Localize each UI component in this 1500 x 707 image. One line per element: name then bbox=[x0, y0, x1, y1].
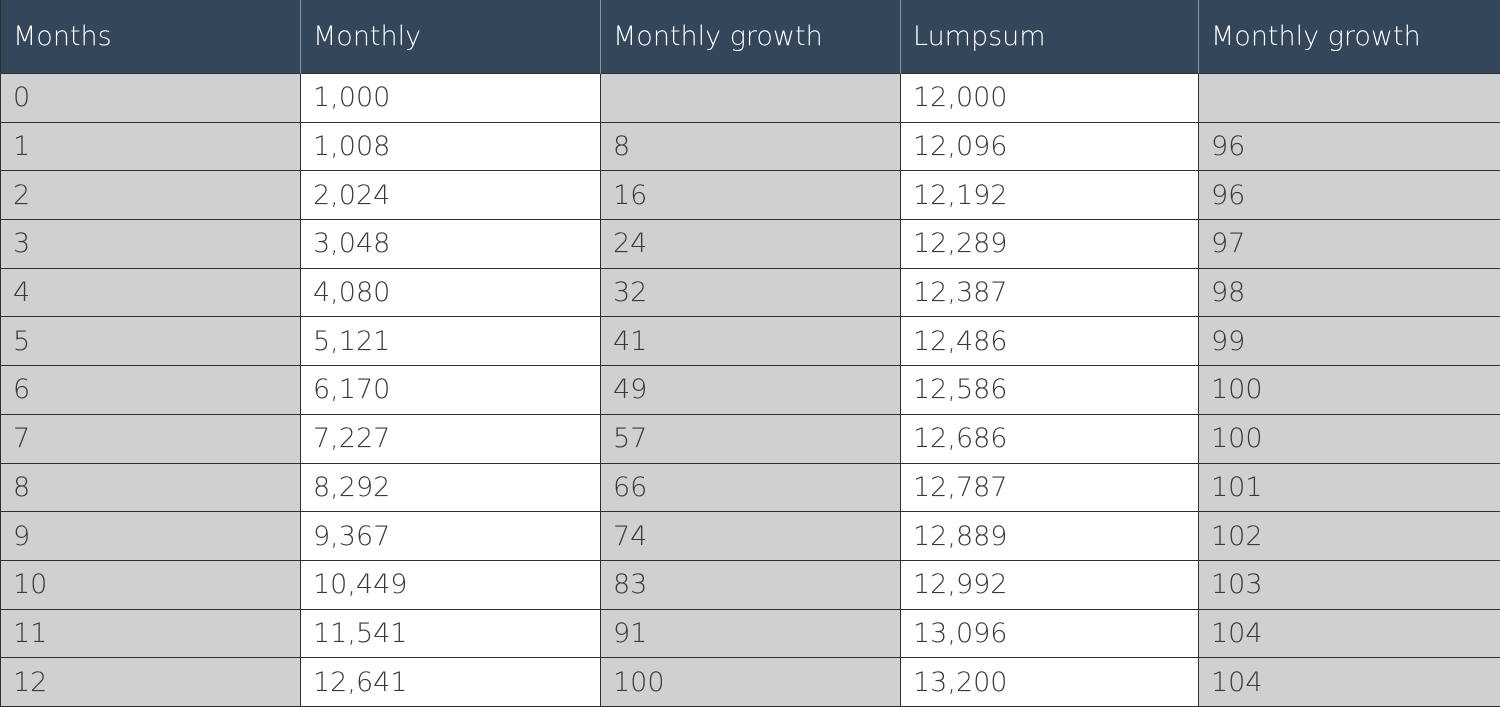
table-cell: 32 bbox=[601, 268, 901, 318]
table-cell: 12 bbox=[1, 658, 301, 707]
table-cell: 6,170 bbox=[301, 366, 601, 415]
table-cell: 13,200 bbox=[901, 658, 1199, 707]
table-cell: 6 bbox=[1, 366, 301, 415]
table-cell: 11 bbox=[1, 609, 301, 659]
table-cell bbox=[1199, 74, 1500, 123]
table-cell: 11,541 bbox=[301, 609, 601, 659]
table-cell: 100 bbox=[601, 658, 901, 707]
table-cell: 100 bbox=[1199, 366, 1500, 415]
table-cell: 12,992 bbox=[901, 560, 1199, 610]
header-cell: Months bbox=[1, 0, 301, 74]
table-cell: 12,586 bbox=[901, 366, 1199, 415]
table-cell: 1,008 bbox=[301, 122, 601, 172]
table-cell: 74 bbox=[601, 512, 901, 561]
table-cell: 12,686 bbox=[901, 414, 1199, 464]
table-cell: 9,367 bbox=[301, 512, 601, 561]
table-cell: 8 bbox=[601, 122, 901, 172]
table-cell: 3 bbox=[1, 220, 301, 269]
header-cell: Monthly growth bbox=[1199, 0, 1500, 74]
table-cell: 0 bbox=[1, 74, 301, 123]
table-cell: 91 bbox=[601, 609, 901, 659]
table-cell: 4 bbox=[1, 268, 301, 318]
table-cell: 66 bbox=[601, 463, 901, 513]
table-cell: 2,024 bbox=[301, 171, 601, 221]
table-cell: 10 bbox=[1, 560, 301, 610]
table-cell: 7,227 bbox=[301, 414, 601, 464]
table-cell: 12,387 bbox=[901, 268, 1199, 318]
table-cell: 2 bbox=[1, 171, 301, 221]
table-cell: 12,000 bbox=[901, 74, 1199, 123]
table-cell: 12,641 bbox=[301, 658, 601, 707]
table-cell: 16 bbox=[601, 171, 901, 221]
table-cell: 8,292 bbox=[301, 463, 601, 513]
table-cell: 12,889 bbox=[901, 512, 1199, 561]
table-cell: 101 bbox=[1199, 463, 1500, 513]
header-cell: Monthly bbox=[301, 0, 601, 74]
header-cell: Monthly growth bbox=[601, 0, 901, 74]
table-cell: 7 bbox=[1, 414, 301, 464]
table-cell: 57 bbox=[601, 414, 901, 464]
table-cell: 96 bbox=[1199, 122, 1500, 172]
table-cell: 96 bbox=[1199, 171, 1500, 221]
table-cell: 24 bbox=[601, 220, 901, 269]
table-cell: 12,096 bbox=[901, 122, 1199, 172]
table-cell: 3,048 bbox=[301, 220, 601, 269]
table-cell: 13,096 bbox=[901, 609, 1199, 659]
table-cell: 12,486 bbox=[901, 317, 1199, 367]
table-cell: 97 bbox=[1199, 220, 1500, 269]
table-cell: 8 bbox=[1, 463, 301, 513]
table-cell: 103 bbox=[1199, 560, 1500, 610]
table-cell: 12,787 bbox=[901, 463, 1199, 513]
table-cell: 1,000 bbox=[301, 74, 601, 123]
table-cell: 102 bbox=[1199, 512, 1500, 561]
table-cell: 104 bbox=[1199, 609, 1500, 659]
table-cell: 12,192 bbox=[901, 171, 1199, 221]
table-cell: 5 bbox=[1, 317, 301, 367]
table-cell: 99 bbox=[1199, 317, 1500, 367]
table-cell: 5,121 bbox=[301, 317, 601, 367]
table-cell: 10,449 bbox=[301, 560, 601, 610]
table-cell: 4,080 bbox=[301, 268, 601, 318]
header-cell: Lumpsum bbox=[901, 0, 1199, 74]
table-cell: 98 bbox=[1199, 268, 1500, 318]
table-cell: 12,289 bbox=[901, 220, 1199, 269]
table-cell: 1 bbox=[1, 122, 301, 172]
table-cell: 9 bbox=[1, 512, 301, 561]
table-cell bbox=[601, 74, 901, 123]
table-cell: 104 bbox=[1199, 658, 1500, 707]
table-cell: 100 bbox=[1199, 414, 1500, 464]
table-cell: 83 bbox=[601, 560, 901, 610]
table-cell: 49 bbox=[601, 366, 901, 415]
table-cell: 41 bbox=[601, 317, 901, 367]
